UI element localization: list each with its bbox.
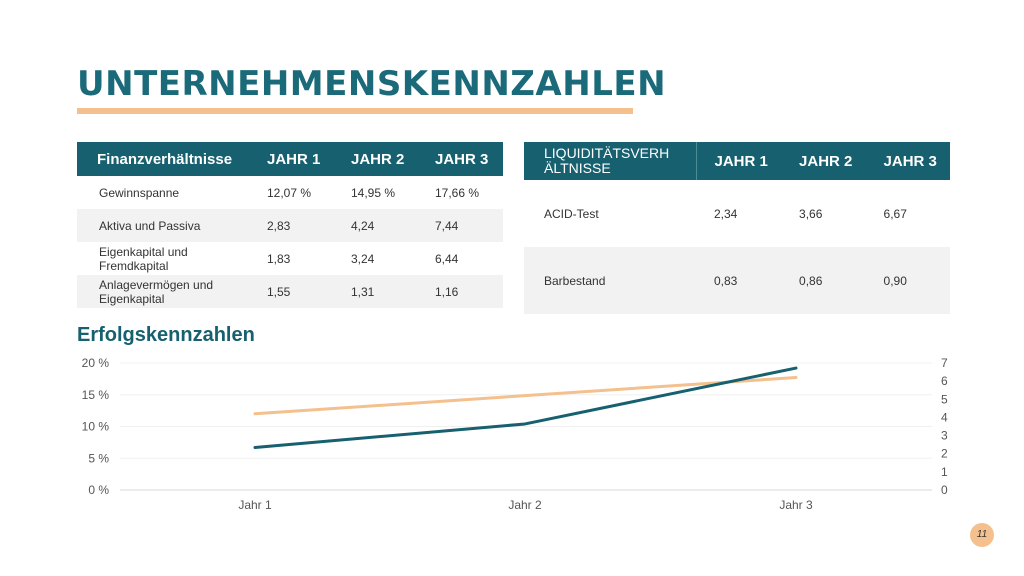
table-cell: 0,83	[696, 247, 782, 314]
table-cell: 1,55	[253, 275, 337, 308]
table-cell: 4,24	[337, 209, 421, 242]
table-cell: 2,83	[253, 209, 337, 242]
table-cell: 12,07 %	[267, 185, 312, 200]
table-cell: 1,31	[337, 275, 421, 308]
row-label: Gewinnspanne	[99, 185, 180, 200]
row-label: Eigenkapital und Fremdkapital	[99, 244, 188, 273]
table-cell: 6,67	[883, 206, 907, 221]
y-left-tick-label: 15 %	[82, 388, 110, 402]
table-row: ACID-Test 2,34 3,66 6,67	[524, 180, 950, 247]
y-right-tick-label: 6	[941, 374, 948, 388]
y-right-tick-label: 2	[941, 447, 948, 461]
y-right-tick-label: 7	[941, 356, 948, 370]
column-header: JAHR 2	[781, 142, 866, 180]
table-cell: 6,44	[435, 251, 459, 266]
table-row: Barbestand 0,83 0,86 0,90	[524, 247, 950, 314]
table-cell: 3,24	[351, 251, 375, 266]
y-right-tick-label: 0	[941, 483, 948, 497]
y-left-tick-label: 10 %	[82, 420, 110, 434]
table-cell: 14,95 %	[351, 185, 396, 200]
column-header: JAHR 3	[421, 142, 503, 176]
column-header: Finanzverhältnisse	[77, 142, 253, 176]
table-cell: 7,44	[421, 209, 503, 242]
column-header: JAHR 1	[253, 142, 337, 176]
row-label: Anlagevermögen und Eigenkapital	[77, 275, 253, 308]
series-line	[253, 376, 798, 416]
financial-ratios-table: Finanzverhältnisse JAHR 1 JAHR 2 JAHR 3 …	[77, 142, 503, 308]
y-left-tick-label: 0 %	[88, 483, 109, 497]
page-number: 11	[970, 523, 994, 547]
y-left-tick-label: 5 %	[88, 451, 109, 465]
column-header: JAHR 3	[865, 142, 950, 180]
x-tick-label: Jahr 2	[508, 498, 542, 512]
row-label: Aktiva und Passiva	[77, 209, 253, 242]
chart-title: Erfolgskennzahlen	[77, 324, 255, 346]
row-label: Barbestand	[524, 247, 696, 314]
table-header-row: Finanzverhältnisse JAHR 1 JAHR 2 JAHR 3	[77, 142, 503, 176]
y-right-tick-label: 3	[941, 429, 948, 443]
table-header-row: LIQUIDITÄTSVERH ÄLTNISSE JAHR 1 JAHR 2 J…	[524, 142, 950, 180]
y-left-tick-label: 20 %	[82, 356, 110, 370]
table-row: Anlagevermögen und Eigenkapital 1,55 1,3…	[77, 275, 503, 308]
y-right-tick-label: 5	[941, 392, 948, 406]
table-cell: 1,83	[267, 251, 291, 266]
series-line	[253, 366, 798, 449]
table-row: Eigenkapital und Fremdkapital 1,83 3,24 …	[77, 242, 503, 275]
table-cell: 0,86	[781, 247, 866, 314]
table-cell: 2,34	[714, 206, 738, 221]
x-tick-label: Jahr 1	[238, 498, 272, 512]
y-right-tick-label: 4	[941, 410, 948, 424]
column-header: JAHR 1	[696, 142, 782, 180]
table-cell: 3,66	[799, 206, 823, 221]
row-label: ACID-Test	[544, 206, 599, 221]
x-tick-label: Jahr 3	[779, 498, 813, 512]
column-header: JAHR 2	[337, 142, 421, 176]
liquidity-ratios-table: LIQUIDITÄTSVERH ÄLTNISSE JAHR 1 JAHR 2 J…	[524, 142, 950, 314]
table-row: Gewinnspanne 12,07 % 14,95 % 17,66 %	[77, 176, 503, 209]
table-cell: 0,90	[865, 247, 950, 314]
column-header: LIQUIDITÄTSVERH ÄLTNISSE	[524, 142, 697, 180]
table-cell: 17,66 %	[435, 185, 480, 200]
table-cell: 1,16	[421, 275, 503, 308]
table-row: Aktiva und Passiva 2,83 4,24 7,44	[77, 209, 503, 242]
title-underline	[77, 108, 633, 114]
page-title: UNTERNEHMENSKENNZAHLEN	[77, 64, 667, 104]
y-right-tick-label: 1	[941, 465, 948, 479]
